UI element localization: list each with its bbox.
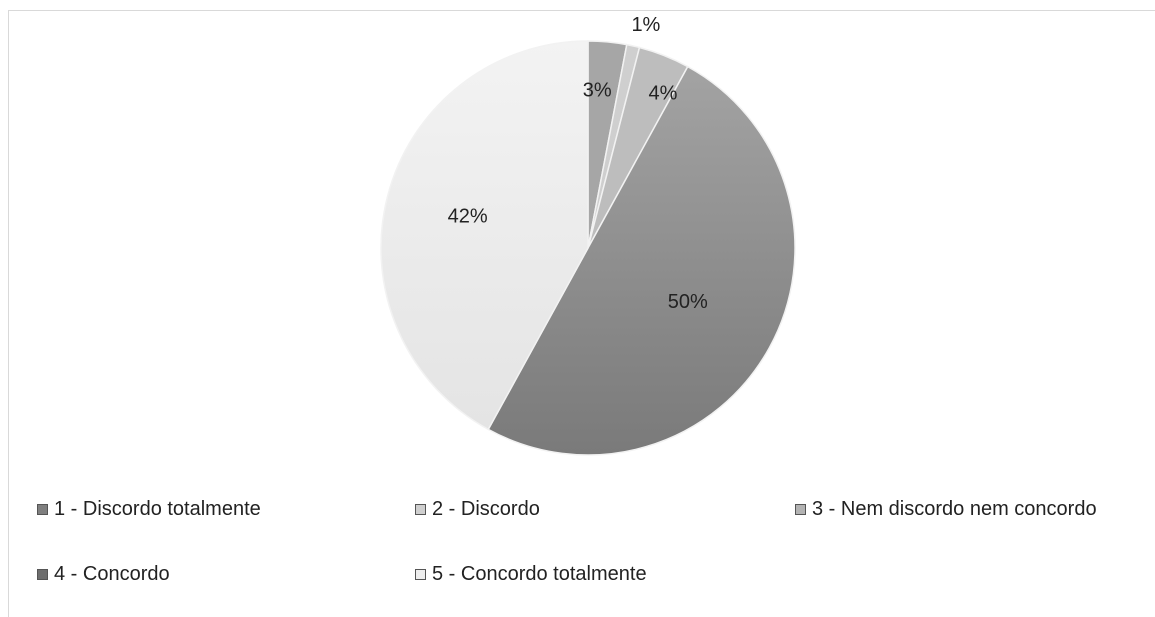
legend-swatch-1 (37, 504, 48, 515)
legend-label-5: 5 - Concordo totalmente (432, 563, 647, 585)
chart-area (8, 10, 1155, 617)
legend-item-1: 1 - Discordo totalmente (37, 498, 261, 521)
legend-item-4: 4 - Concordo (37, 563, 170, 586)
legend-item-2: 2 - Discordo (415, 498, 540, 521)
legend-label-4: 4 - Concordo (54, 563, 170, 585)
slice-label-4: 50% (668, 291, 708, 313)
legend-item-5: 5 - Concordo totalmente (415, 563, 647, 586)
slice-label-3: 4% (649, 82, 678, 104)
slice-label-1: 3% (583, 80, 612, 102)
legend-item-3: 3 - Nem discordo nem concordo (795, 498, 1097, 521)
slice-label-2: 1% (631, 14, 660, 36)
legend-swatch-3 (795, 504, 806, 515)
legend-swatch-5 (415, 569, 426, 580)
legend-label-2: 2 - Discordo (432, 498, 540, 520)
legend-label-3: 3 - Nem discordo nem concordo (812, 498, 1097, 520)
legend-label-1: 1 - Discordo totalmente (54, 498, 261, 520)
legend-swatch-2 (415, 504, 426, 515)
legend-swatch-4 (37, 569, 48, 580)
pie-slice-5 (380, 40, 589, 431)
slice-label-5: 42% (448, 205, 488, 227)
pie-slice-4 (487, 65, 796, 456)
